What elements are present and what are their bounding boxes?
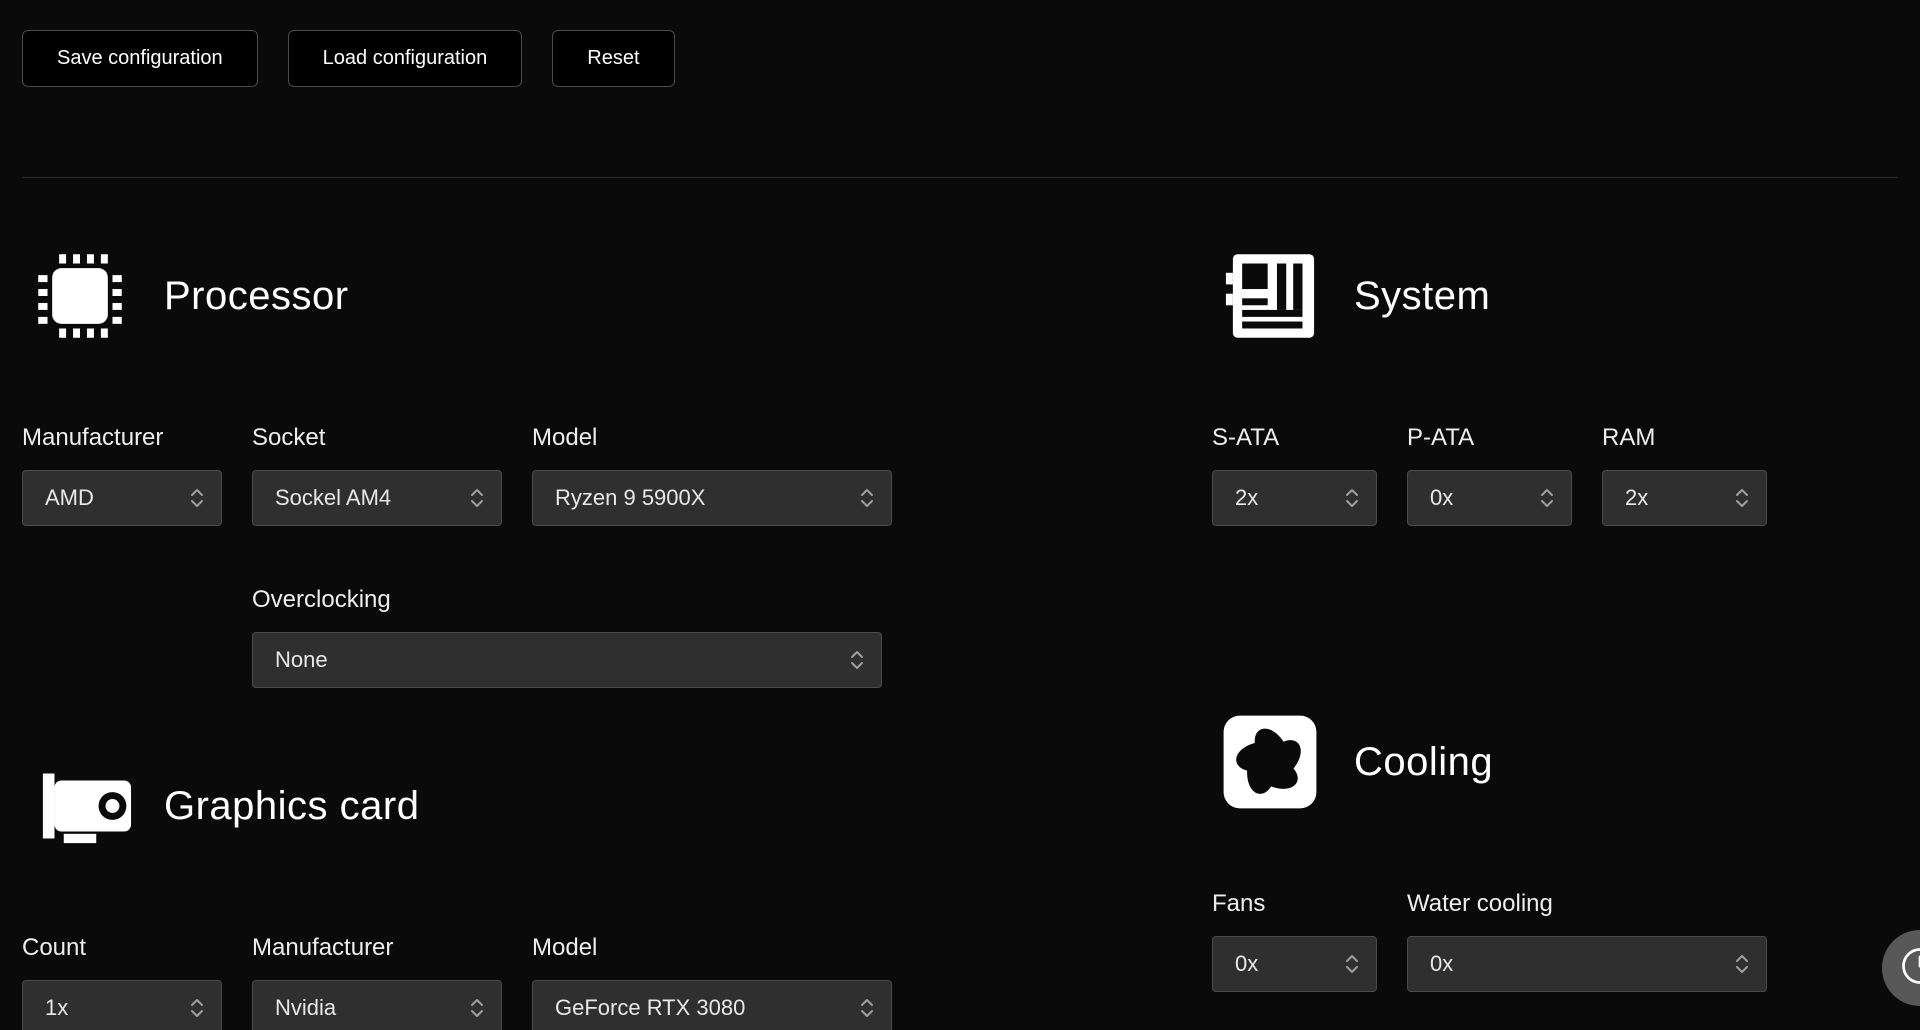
system-title: System (1354, 274, 1490, 319)
graphics-count-label: Count (22, 934, 222, 962)
chevron-updown-icon (189, 997, 205, 1019)
graphics-section: Graphics card Count 1x Manufacturer Nvid… (22, 748, 1212, 1030)
chevron-updown-icon (1344, 953, 1360, 975)
chevron-updown-icon (469, 997, 485, 1019)
cooling-fans-label: Fans (1212, 890, 1377, 918)
system-sata-select[interactable]: 2x (1212, 470, 1377, 526)
processor-model-select[interactable]: Ryzen 9 5900X (532, 470, 892, 526)
chevron-updown-icon (849, 649, 865, 671)
processor-manufacturer-select[interactable]: AMD (22, 470, 222, 526)
chevron-updown-icon (469, 487, 485, 509)
chevron-updown-icon (189, 487, 205, 509)
processor-overclocking-select[interactable]: None (252, 632, 882, 688)
graphics-model-label: Model (532, 934, 892, 962)
load-button[interactable]: Load configuration (288, 30, 523, 87)
system-pata-select[interactable]: 0x (1407, 470, 1572, 526)
processor-manufacturer-label: Manufacturer (22, 424, 222, 452)
divider (22, 177, 1898, 178)
chevron-updown-icon (1539, 487, 1555, 509)
cooling-water-select[interactable]: 0x (1407, 936, 1767, 992)
processor-model-label: Model (532, 424, 892, 452)
cooling-title: Cooling (1354, 740, 1493, 785)
system-ram-label: RAM (1602, 424, 1767, 452)
gpu-icon (22, 748, 138, 864)
system-pata-label: P-ATA (1407, 424, 1572, 452)
chevron-updown-icon (1734, 953, 1750, 975)
chevron-updown-icon (1734, 487, 1750, 509)
reset-button[interactable]: Reset (552, 30, 674, 87)
motherboard-icon (1212, 238, 1328, 354)
processor-overclocking-label: Overclocking (252, 586, 882, 614)
system-sata-label: S-ATA (1212, 424, 1377, 452)
chevron-updown-icon (1344, 487, 1360, 509)
fan-icon (1212, 704, 1328, 820)
graphics-manufacturer-select[interactable]: Nvidia (252, 980, 502, 1030)
graphics-count-select[interactable]: 1x (22, 980, 222, 1030)
clock-icon (1898, 944, 1920, 993)
cpu-icon (22, 238, 138, 354)
system-section: System S-ATA 2x P-ATA 0x (1212, 238, 1898, 526)
cooling-fans-select[interactable]: 0x (1212, 936, 1377, 992)
toolbar: Save configuration Load configuration Re… (22, 30, 1898, 87)
chevron-updown-icon (859, 997, 875, 1019)
chevron-updown-icon (859, 487, 875, 509)
save-button[interactable]: Save configuration (22, 30, 258, 87)
processor-section: Processor Manufacturer AMD Socket Sockel… (22, 238, 1212, 688)
system-ram-select[interactable]: 2x (1602, 470, 1767, 526)
processor-title: Processor (164, 274, 349, 319)
graphics-model-select[interactable]: GeForce RTX 3080 (532, 980, 892, 1030)
graphics-manufacturer-label: Manufacturer (252, 934, 502, 962)
processor-socket-label: Socket (252, 424, 502, 452)
cooling-water-label: Water cooling (1407, 890, 1767, 918)
cooling-section: Cooling Fans 0x Water cooling 0x (1212, 704, 1898, 992)
graphics-title: Graphics card (164, 784, 419, 829)
processor-socket-select[interactable]: Sockel AM4 (252, 470, 502, 526)
